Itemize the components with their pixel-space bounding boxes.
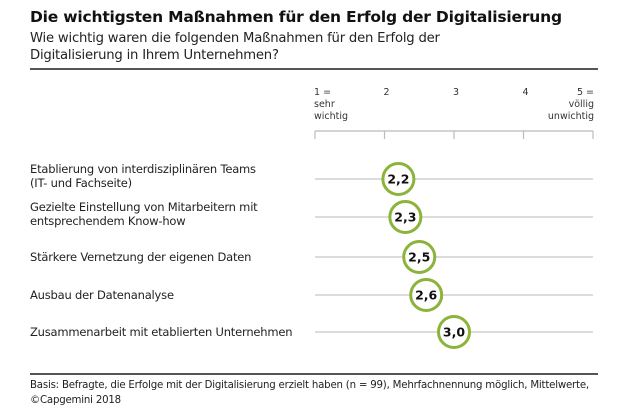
category-label-1: (IT- und Fachseite) [30,176,132,190]
data-point-2 [388,200,423,234]
data-rows: Etablierung von interdisziplinären Teams… [30,162,593,349]
data-label-5: 3,0 [443,325,465,340]
data-label-3: 2,5 [408,250,430,265]
bottom-divider [30,373,598,375]
category-label-2: entsprechendem Know-how [30,214,185,228]
data-point-5 [437,315,471,349]
category-label-3: Stärkere Vernetzung der eigenen Daten [30,250,251,264]
data-label-1: 2,2 [387,172,409,187]
footnote: Basis: Befragte, die Erfolge mit der Dig… [30,378,610,408]
x-tick-label-5: 5 = [577,87,594,98]
chart-title: Die wichtigsten Maßnahmen für den Erfolg… [30,8,562,26]
x-tick-label-1: 1 = [314,87,331,98]
x-tick-label-5: völlig [569,99,594,110]
x-tick-label-4: 4 [523,87,529,98]
category-label-5: Zusammenarbeit mit etablierten Unternehm… [30,325,292,339]
data-point-3 [402,240,437,274]
x-tick-label-5: unwichtig [548,111,594,122]
x-tick-label-2: 2 [384,87,390,98]
data-label-2: 2,3 [394,210,416,225]
data-point-4 [409,278,444,312]
x-tick-label-1: wichtig [314,111,348,122]
data-point-1 [381,162,416,196]
top-divider [30,68,598,70]
data-label-4: 2,6 [415,288,437,303]
category-label-2: Gezielte Einstellung von Mitarbeitern mi… [30,200,258,214]
x-tick-label-1: sehr [314,99,335,110]
footnote-line-2: ©Capgemini 2018 [30,395,121,406]
category-label-4: Ausbau der Datenanalyse [30,288,174,302]
category-label-1: Etablierung von interdisziplinären Teams [30,162,256,176]
footnote-line-1: Basis: Befragte, die Erfolge mit der Dig… [30,380,589,391]
x-tick-label-3: 3 [453,87,459,98]
chart-subtitle: Wie wichtig waren die folgenden Maßnahme… [30,31,440,63]
